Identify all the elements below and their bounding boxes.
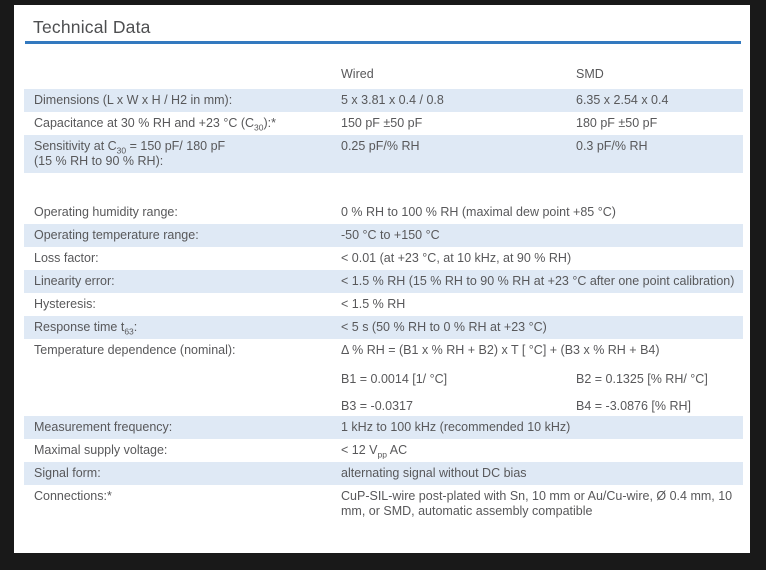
table-row: Connections:* CuP-SIL-wire post-plated wi… bbox=[24, 485, 743, 523]
row-label: Capacitance at 30 % RH and +23 °C (C30):… bbox=[34, 115, 277, 132]
table-row: B3 = -0.0317 B4 = -3.0876 [% RH] bbox=[24, 389, 743, 416]
table-row: Operating humidity range: 0 % RH to 100 %… bbox=[24, 201, 743, 224]
row-label bbox=[24, 389, 341, 416]
table-row: Linearity error: < 1.5 % RH (15 % RH to 9… bbox=[24, 269, 743, 293]
row-label: Sensitivity at C30 = 150 pF/ 180 pF (15 %… bbox=[24, 134, 341, 173]
column-header: Wired bbox=[341, 66, 374, 81]
row-label: Response time t63: bbox=[24, 315, 341, 339]
row-value: 1 kHz to 100 kHz (recommended 10 kHz) bbox=[341, 415, 743, 439]
row-value: -50 °C to +150 °C bbox=[341, 223, 743, 247]
row-label: Signal form: bbox=[24, 461, 341, 485]
table-row: Operating temperature range: -50 °C to +1… bbox=[24, 223, 743, 247]
row-value: 180 pF ±50 pF bbox=[576, 115, 658, 130]
table-row bbox=[24, 173, 743, 201]
row-label: Connections:* bbox=[34, 488, 112, 503]
table-row: Sensitivity at C30 = 150 pF/ 180 pF (15 %… bbox=[24, 134, 743, 173]
row-value: < 5 s (50 % RH to 0 % RH at +23 °C) bbox=[341, 315, 743, 339]
row-value: 5 x 3.81 x 0.4 / 0.8 bbox=[341, 88, 576, 112]
table-body: Dimensions (L x W x H / H2 in mm): 5 x 3.… bbox=[24, 88, 743, 523]
title-underline bbox=[25, 41, 741, 44]
row-label: Operating humidity range: bbox=[34, 204, 178, 219]
section-spacer bbox=[24, 173, 743, 201]
table-row: Hysteresis: < 1.5 % RH bbox=[24, 293, 743, 316]
table-row: Capacitance at 30 % RH and +23 °C (C30):… bbox=[24, 112, 743, 135]
row-value: B2 = 0.1325 [% RH/ °C] bbox=[576, 371, 708, 386]
table-row: Maximal supply voltage: < 12 Vpp AC bbox=[24, 439, 743, 462]
row-value: 0 % RH to 100 % RH (maximal dew point +8… bbox=[341, 204, 616, 219]
row-label: Measurement frequency: bbox=[24, 415, 341, 439]
row-value: Δ % RH = (B1 x % RH + B2) x T [ °C] + (B… bbox=[341, 342, 660, 357]
row-value: B4 = -3.0876 [% RH] bbox=[576, 398, 691, 413]
datasheet-page: Technical Data Wired SMD Dimensions (L x … bbox=[14, 5, 750, 553]
row-value: < 12 Vpp AC bbox=[341, 442, 408, 459]
row-value: 6.35 x 2.54 x 0.4 bbox=[576, 88, 743, 112]
row-label: Dimensions (L x W x H / H2 in mm): bbox=[24, 88, 341, 112]
table-row: Dimensions (L x W x H / H2 in mm): 5 x 3.… bbox=[24, 88, 743, 112]
row-label: Linearity error: bbox=[24, 269, 341, 293]
row-label: Loss factor: bbox=[34, 250, 99, 265]
row-value: < 1.5 % RH bbox=[341, 296, 406, 311]
row-label: Hysteresis: bbox=[34, 296, 96, 311]
table-row: B1 = 0.0014 [1/ °C] B2 = 0.1325 [% RH/ °C… bbox=[24, 362, 743, 389]
row-value: B1 = 0.0014 [1/ °C] bbox=[341, 371, 448, 386]
row-value: 150 pF ±50 pF bbox=[341, 115, 423, 130]
page-title: Technical Data bbox=[33, 17, 151, 37]
column-header: SMD bbox=[576, 66, 604, 81]
row-value: CuP-SIL-wire post-plated with Sn, 10 mm … bbox=[341, 488, 733, 518]
table-row: Signal form: alternating signal without D… bbox=[24, 461, 743, 485]
row-value: < 1.5 % RH (15 % RH to 90 % RH at +23 °C… bbox=[341, 269, 743, 293]
row-value: < 0.01 (at +23 °C, at 10 kHz, at 90 % RH… bbox=[341, 250, 572, 265]
row-label: Operating temperature range: bbox=[24, 223, 341, 247]
column-header bbox=[24, 44, 341, 89]
table-row: Response time t63: < 5 s (50 % RH to 0 % … bbox=[24, 315, 743, 339]
row-label bbox=[24, 362, 341, 389]
row-value: alternating signal without DC bias bbox=[341, 461, 743, 485]
row-value: B3 = -0.0317 bbox=[341, 398, 413, 413]
row-label: Temperature dependence (nominal): bbox=[34, 342, 236, 357]
row-value: 0.25 pF/% RH bbox=[341, 134, 576, 173]
table-row: Measurement frequency: 1 kHz to 100 kHz (… bbox=[24, 415, 743, 439]
technical-data-table: Wired SMD Dimensions (L x W x H / H2 in m… bbox=[24, 44, 743, 523]
row-value: 0.3 pF/% RH bbox=[576, 134, 743, 173]
row-label: Maximal supply voltage: bbox=[34, 442, 168, 457]
table-row: Temperature dependence (nominal): Δ % RH … bbox=[24, 339, 743, 362]
table-header: Wired SMD bbox=[24, 44, 743, 89]
column-header-row: Wired SMD bbox=[24, 44, 743, 89]
table-row: Loss factor: < 0.01 (at +23 °C, at 10 kHz… bbox=[24, 247, 743, 270]
